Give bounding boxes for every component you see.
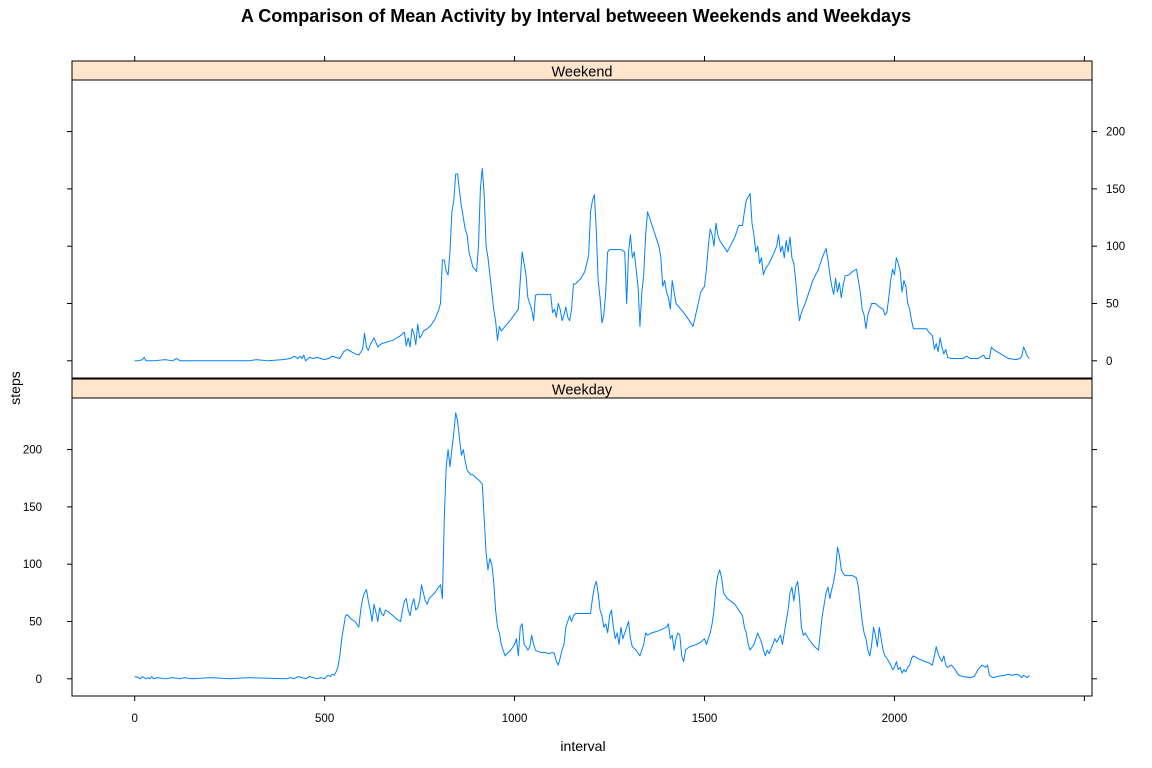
strip-label: Weekday: [552, 383, 613, 399]
y-tick-label: 0: [36, 674, 42, 686]
y-tick-label: 150: [23, 502, 42, 514]
outer-axis-ticks: 0 500 1000 1500 2000: [131, 56, 1085, 725]
x-tick-label: 2000: [882, 713, 908, 725]
x-tick-label: 1000: [502, 713, 528, 725]
panel-weekend: Weekend 0 50 100 150 200: [67, 60, 1125, 379]
x-tick-label: 500: [315, 713, 334, 725]
y-tick-label: 200: [1106, 127, 1125, 139]
series-line-weekend: [134, 167, 1030, 362]
y-tick-label: 50: [1106, 299, 1119, 311]
y-tick-label: 150: [1106, 184, 1125, 196]
y-tick-label: 100: [23, 559, 42, 571]
strip-label: Weekend: [552, 65, 613, 81]
x-axis-label: interval: [560, 738, 605, 754]
panel-weekday: Weekday 0 50 100 150 200: [23, 378, 1097, 697]
y-tick-label: 0: [1106, 356, 1112, 368]
y-tick-label: 100: [1106, 241, 1125, 253]
strip-background: [71, 378, 1093, 399]
strip-background: [71, 60, 1093, 81]
x-tick-label: 0: [131, 713, 137, 725]
y-axis-label: steps: [7, 371, 23, 404]
y-tick-label: 200: [23, 445, 42, 457]
y-tick-label: 50: [29, 617, 42, 629]
series-line-weekday: [134, 412, 1030, 680]
panel-frame: [71, 79, 1093, 379]
x-tick-label: 1500: [692, 713, 718, 725]
chart-title: A Comparison of Mean Activity by Interva…: [240, 6, 912, 26]
panel-frame: [71, 397, 1093, 697]
